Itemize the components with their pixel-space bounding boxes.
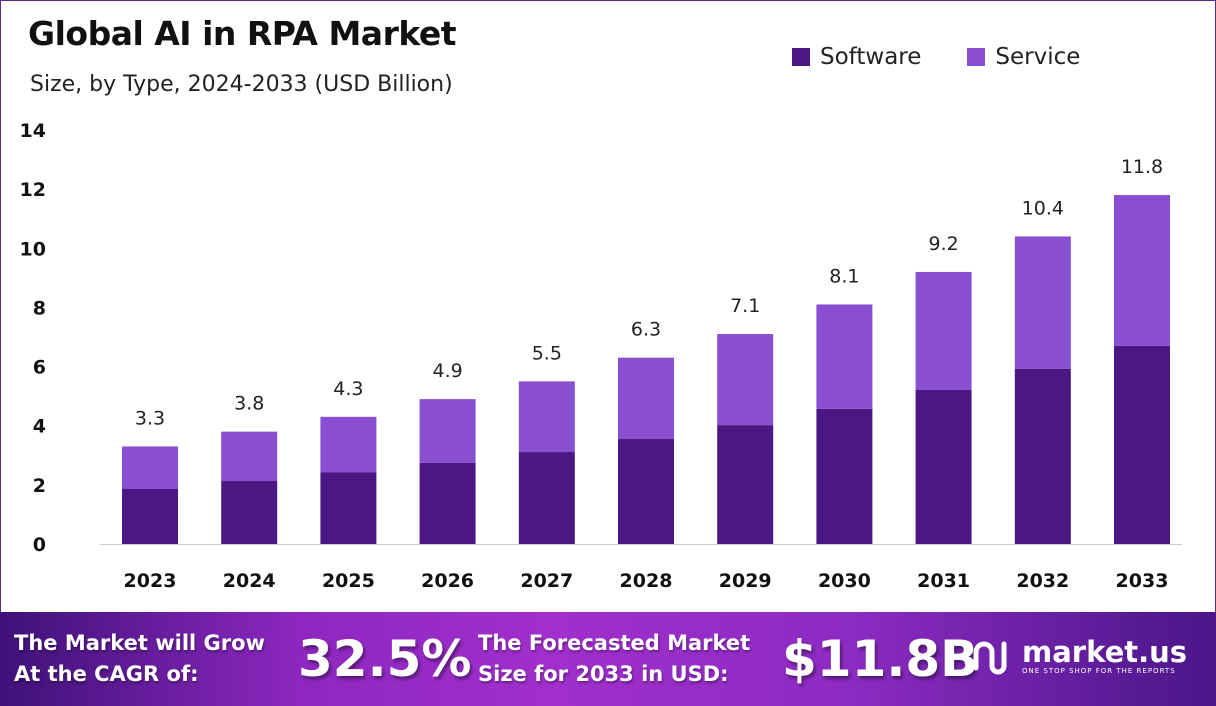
total-label-2029: 7.1	[730, 295, 760, 317]
total-label-2026: 4.9	[432, 360, 462, 382]
cagr-label: The Market will Grow At the CAGR of:	[14, 628, 265, 690]
forecast-label-line2: Size for 2033 in USD:	[478, 662, 729, 686]
bar-service-2027	[518, 381, 575, 453]
bar-software-2031	[915, 389, 972, 544]
y-tick-label: 6	[33, 357, 46, 379]
bar-service-2025	[320, 416, 377, 473]
x-tick-label: 2030	[818, 570, 871, 592]
x-tick-label: 2027	[520, 570, 573, 592]
total-label-2033: 11.8	[1121, 156, 1163, 178]
legend-item-software: Software	[792, 44, 921, 70]
total-label-2031: 9.2	[928, 233, 958, 255]
total-label-2028: 6.3	[631, 319, 661, 341]
legend-swatch-software	[792, 48, 810, 66]
bar-service-2026	[419, 399, 476, 463]
bar-service-2031	[915, 271, 972, 390]
bar-software-2032	[1014, 368, 1071, 544]
bar-service-2030	[816, 304, 873, 409]
x-tick-label: 2032	[1016, 570, 1069, 592]
footer-banner: The Market will Grow At the CAGR of: 32.…	[0, 612, 1216, 706]
x-tick-label: 2028	[620, 570, 673, 592]
market-us-logo: market.us ONE STOP SHOP FOR THE REPORTS	[962, 636, 1187, 676]
total-label-2024: 3.8	[234, 393, 264, 415]
x-tick-label: 2029	[719, 570, 772, 592]
total-label-2023: 3.3	[135, 407, 165, 429]
chart-subtitle: Size, by Type, 2024-2033 (USD Billion)	[30, 72, 453, 97]
market-us-logo-icon	[964, 641, 1007, 675]
cagr-label-line2: At the CAGR of:	[14, 662, 199, 686]
bar-software-2028	[618, 439, 674, 544]
legend-swatch-service	[967, 48, 986, 66]
y-tick-label: 4	[33, 416, 46, 438]
y-tick-label: 2	[33, 475, 46, 497]
total-label-2030: 8.1	[829, 265, 859, 287]
bar-software-2030	[816, 408, 873, 544]
y-tick-label: 12	[20, 179, 46, 201]
bar-software-2029	[717, 425, 774, 544]
x-tick-label: 2023	[124, 570, 177, 592]
legend-item-service: Service	[967, 44, 1080, 70]
chart-title: Global AI in RPA Market	[28, 14, 457, 53]
forecast-value: $11.8B	[782, 630, 979, 688]
bar-service-2032	[1014, 236, 1071, 369]
y-tick-label: 0	[33, 534, 46, 556]
total-label-2025: 4.3	[333, 378, 363, 400]
bar-chart: 0 2 4 6 8 10 12 14 3.3 2023 3.8 2024 4.3 2025 4.9 2026 5…	[20, 120, 1182, 592]
bar-software-2027	[518, 452, 575, 544]
x-tick-label: 2024	[223, 570, 276, 592]
y-tick-label: 14	[20, 120, 46, 142]
logo-tagline: ONE STOP SHOP FOR THE REPORTS	[1022, 667, 1176, 675]
logo-name: market.us	[1022, 635, 1188, 669]
cagr-label-line1: The Market will Grow	[14, 631, 265, 655]
bar-service-2029	[717, 334, 774, 426]
bar-software-2033	[1114, 345, 1170, 544]
bar-software-2024	[221, 481, 278, 544]
bar-service-2028	[618, 357, 674, 440]
forecast-label: The Forecasted Market Size for 2033 in U…	[478, 628, 750, 690]
bar-service-2033	[1114, 195, 1170, 346]
bar-software-2026	[419, 462, 476, 544]
x-tick-label: 2026	[421, 570, 474, 592]
total-label-2027: 5.5	[532, 342, 562, 364]
legend-label-software: Software	[820, 44, 922, 70]
bar-service-2024	[221, 431, 278, 482]
bar-software-2023	[122, 488, 178, 544]
x-tick-label: 2031	[917, 570, 970, 592]
legend-label-service: Service	[995, 44, 1081, 70]
total-label-2032: 10.4	[1022, 197, 1064, 219]
forecast-label-line1: The Forecasted Market	[478, 631, 751, 655]
x-tick-label: 2033	[1116, 570, 1169, 592]
legend: Software Service	[792, 44, 1080, 70]
bar-service-2023	[122, 446, 178, 489]
y-tick-label: 8	[33, 297, 46, 319]
x-tick-label: 2025	[322, 570, 375, 592]
y-tick-label: 10	[20, 238, 46, 260]
bar-software-2025	[320, 472, 377, 544]
cagr-value: 32.5%	[298, 630, 472, 688]
